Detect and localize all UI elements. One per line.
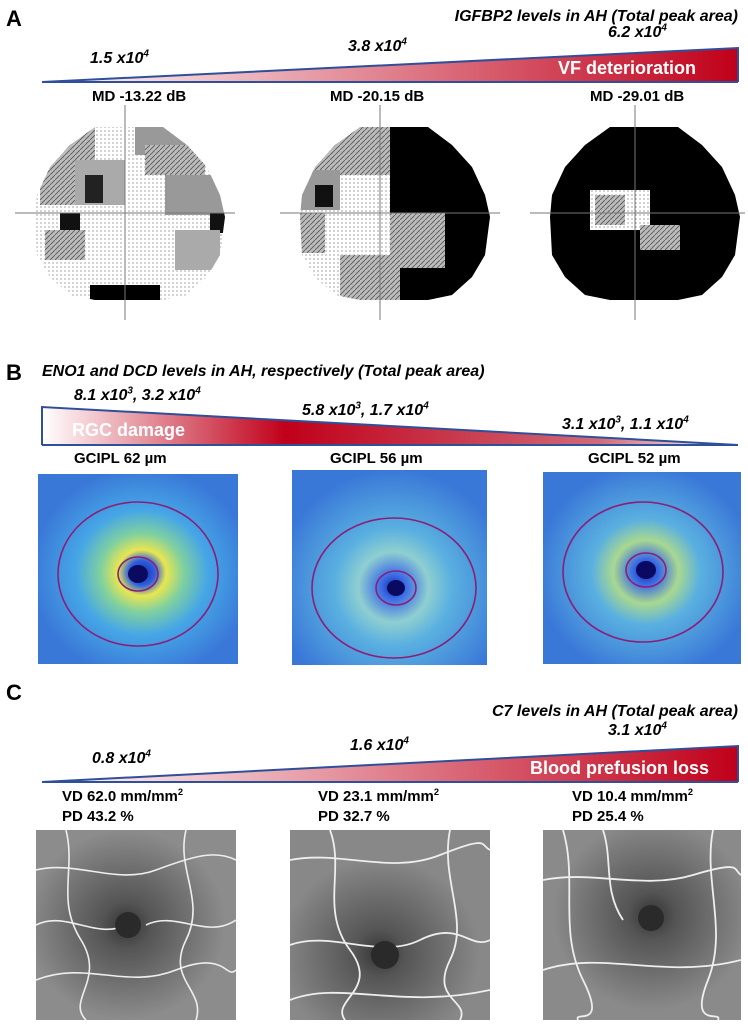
panel-c-value-2: 1.6 x104	[350, 735, 409, 754]
panel-b-caption-3: GCIPL 52 µm	[588, 450, 681, 467]
panel-a-heading: IGFBP2 levels in AH (Total peak area)	[454, 8, 738, 25]
gcipl-map-2	[292, 470, 487, 665]
panel-a-caption-3: MD -29.01 dB	[590, 88, 685, 105]
panel-b-wedge-label: RGC damage	[72, 420, 186, 440]
panel-a-wedge-label: VF deterioration	[558, 58, 697, 78]
panel-c-heading: C7 levels in AH (Total peak area)	[491, 703, 738, 720]
panel-c-caption-1: VD 62.0 mm/mm2 PD 43.2 %	[62, 787, 184, 825]
octa-image-2	[290, 830, 490, 1020]
panel-a-caption-1: MD -13.22 dB	[92, 88, 187, 105]
gcipl-map-3	[543, 472, 741, 664]
panel-a-caption-2: MD -20.15 dB	[330, 88, 425, 105]
panel-b-caption-1: GCIPL 62 µm	[74, 450, 167, 467]
panel-b-heading: ENO1 and DCD levels in AH, respectively …	[42, 363, 485, 380]
octa-image-3	[543, 830, 741, 1020]
panel-b-letter: B	[6, 360, 22, 385]
visual-field-plot-1	[15, 105, 235, 320]
panel-c-value-3: 3.1 x104	[608, 720, 667, 739]
panel-a-value-3: 6.2 x104	[608, 22, 667, 41]
octa-image-1	[36, 830, 236, 1020]
panel-b-value-2: 5.8 x103, 1.7 x104	[302, 400, 429, 419]
panel-c-wedge-label: Blood prefusion loss	[530, 758, 710, 778]
panel-b-caption-2: GCIPL 56 µm	[330, 450, 423, 467]
panel-a-value-1: 1.5 x104	[90, 48, 149, 67]
panel-b-value-3: 3.1 x103, 1.1 x104	[562, 414, 689, 433]
panel-c-value-1: 0.8 x104	[92, 748, 151, 767]
panel-c-caption-3: VD 10.4 mm/mm2 PD 25.4 %	[572, 787, 694, 825]
visual-field-plot-2	[280, 105, 500, 320]
visual-field-plot-3	[530, 105, 745, 320]
panel-c-gradient-wedge	[41, 744, 739, 783]
gcipl-map-1	[38, 474, 238, 664]
panel-a-letter: A	[6, 6, 22, 31]
panel-a-value-2: 3.8 x104	[348, 36, 407, 55]
panel-b-value-1: 8.1 x103, 3.2 x104	[74, 385, 201, 404]
panel-a-gradient-wedge	[41, 46, 739, 83]
panel-b-gradient-wedge	[41, 405, 739, 446]
panel-c-caption-2: VD 23.1 mm/mm2 PD 32.7 %	[318, 787, 440, 825]
panel-c-letter: C	[6, 680, 22, 705]
